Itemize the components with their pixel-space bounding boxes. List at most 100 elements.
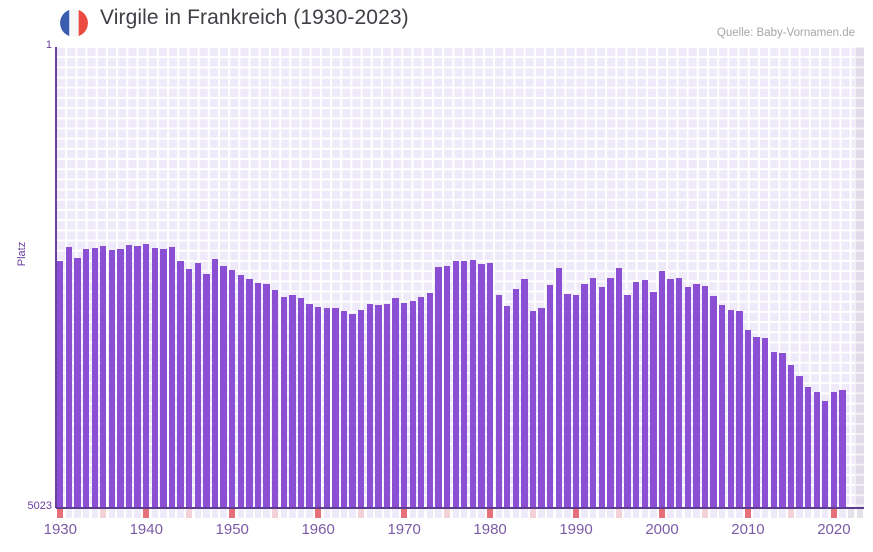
bar bbox=[813, 392, 820, 508]
x-tick-minor bbox=[211, 509, 219, 518]
bar bbox=[220, 266, 227, 508]
x-tick-major bbox=[314, 509, 322, 518]
bar bbox=[237, 275, 244, 508]
x-tick-minor bbox=[461, 509, 468, 518]
x-tick-minor bbox=[117, 509, 124, 518]
bar bbox=[452, 260, 459, 508]
x-tick-minor bbox=[383, 509, 391, 518]
x-tick-minor bbox=[194, 509, 201, 518]
x-tick-minor bbox=[426, 509, 434, 518]
x-tick-minor bbox=[349, 509, 356, 518]
page-title: Virgile in Frankreich (1930-2023) bbox=[100, 6, 409, 29]
x-tick-minor bbox=[650, 509, 657, 518]
bar bbox=[693, 283, 700, 508]
x-tick-minor bbox=[263, 509, 270, 518]
x-axis-tick-label: 1950 bbox=[215, 521, 249, 538]
x-tick-minor bbox=[641, 509, 648, 518]
bar bbox=[590, 278, 597, 508]
x-tick-minor bbox=[521, 509, 528, 518]
x-tick-minor bbox=[237, 509, 244, 518]
bar bbox=[512, 289, 520, 508]
bar bbox=[314, 306, 322, 508]
france-flag-icon bbox=[60, 9, 88, 37]
x-tick-major bbox=[143, 509, 150, 518]
x-tick-minor bbox=[779, 509, 786, 518]
x-tick-minor bbox=[203, 509, 210, 518]
y-axis-bottom-label: 5023 bbox=[27, 500, 52, 512]
bar bbox=[82, 248, 90, 508]
x-tick-mid bbox=[443, 509, 451, 518]
bar bbox=[495, 294, 502, 508]
x-tick-minor bbox=[667, 509, 674, 518]
x-tick-minor bbox=[753, 509, 760, 518]
bar bbox=[615, 268, 623, 508]
x-tick-minor bbox=[125, 509, 133, 518]
x-axis-tick-label: 2010 bbox=[731, 521, 765, 538]
x-tick-mid bbox=[787, 509, 795, 518]
bar bbox=[830, 392, 838, 508]
x-tick-major bbox=[400, 509, 408, 518]
x-tick-minor bbox=[624, 509, 631, 518]
x-tick-minor bbox=[555, 509, 563, 518]
x-tick-minor bbox=[839, 509, 846, 518]
bar bbox=[761, 337, 769, 508]
bar bbox=[349, 314, 356, 508]
x-tick-major bbox=[830, 509, 838, 518]
bar bbox=[366, 303, 373, 508]
bar bbox=[383, 303, 391, 508]
bar bbox=[633, 281, 640, 508]
bar bbox=[676, 278, 683, 508]
bar bbox=[598, 286, 605, 508]
x-tick-minor bbox=[65, 509, 73, 518]
x-tick-no-data bbox=[856, 509, 863, 518]
x-tick-major bbox=[229, 509, 236, 518]
bar bbox=[521, 279, 528, 508]
bar bbox=[143, 243, 150, 508]
x-tick-minor bbox=[512, 509, 520, 518]
x-tick-major bbox=[658, 509, 666, 518]
x-tick-minor bbox=[254, 509, 262, 518]
bar bbox=[211, 258, 219, 508]
bar bbox=[186, 269, 193, 508]
x-tick-minor bbox=[598, 509, 605, 518]
bar bbox=[753, 336, 760, 508]
x-tick-minor bbox=[770, 509, 777, 518]
bar bbox=[168, 246, 176, 508]
x-tick-minor bbox=[822, 509, 829, 518]
x-tick-minor bbox=[280, 509, 287, 518]
x-tick-minor bbox=[220, 509, 227, 518]
bar bbox=[229, 269, 236, 508]
x-tick-minor bbox=[495, 509, 502, 518]
x-tick-minor bbox=[590, 509, 597, 518]
x-tick-major bbox=[572, 509, 580, 518]
bar bbox=[504, 305, 511, 508]
x-tick-minor bbox=[547, 509, 554, 518]
bar bbox=[177, 260, 184, 508]
bar bbox=[667, 279, 674, 508]
bar bbox=[409, 301, 416, 508]
source-attribution: Quelle: Baby-Vornamen.de bbox=[716, 27, 855, 39]
x-tick-major bbox=[744, 509, 752, 518]
x-tick-minor bbox=[504, 509, 511, 518]
bar bbox=[194, 263, 201, 508]
x-tick-minor bbox=[297, 509, 305, 518]
x-tick-minor bbox=[538, 509, 545, 518]
bar bbox=[375, 304, 382, 508]
bar bbox=[340, 311, 348, 508]
x-tick-minor bbox=[91, 509, 98, 518]
y-axis-line bbox=[55, 47, 57, 508]
x-tick-minor bbox=[804, 509, 812, 518]
bars-container bbox=[56, 47, 864, 508]
x-tick-mid bbox=[272, 509, 279, 518]
bar bbox=[203, 273, 210, 508]
bar bbox=[461, 260, 468, 508]
x-tick-minor bbox=[676, 509, 683, 518]
x-tick-minor bbox=[323, 509, 330, 518]
x-tick-minor bbox=[727, 509, 734, 518]
x-axis-tick-label: 2000 bbox=[645, 521, 679, 538]
bar bbox=[701, 285, 709, 508]
bar bbox=[357, 310, 365, 508]
bar bbox=[478, 264, 485, 508]
x-axis-tick-label: 1940 bbox=[129, 521, 163, 538]
x-tick-mid bbox=[357, 509, 365, 518]
